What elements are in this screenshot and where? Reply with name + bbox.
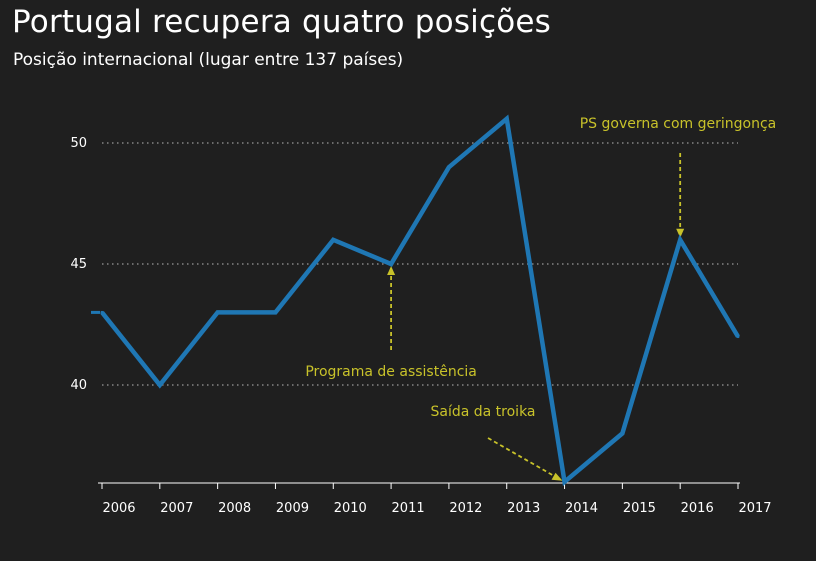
y-tick-label: 40 xyxy=(70,378,87,393)
annotation-label: PS governa com geringonça xyxy=(580,116,777,132)
x-tick-label: 2014 xyxy=(565,501,598,516)
data-point xyxy=(563,480,567,484)
x-tick-label: 2008 xyxy=(218,501,251,516)
grid-lines xyxy=(102,142,738,386)
data-point xyxy=(273,310,277,314)
chart-title: Portugal recupera quatro posições xyxy=(12,4,552,40)
x-axis: 2006 2007 2008 2009 2010 2011 2012 2013 2014 2015… xyxy=(98,482,772,516)
annotation-arrow-line xyxy=(487,437,556,478)
y-tick-label: 45 xyxy=(70,257,87,272)
annotation-arrowhead xyxy=(551,472,563,481)
data-point xyxy=(389,262,393,266)
data-point xyxy=(158,383,162,387)
data-point xyxy=(216,310,220,314)
x-tick-label: 2010 xyxy=(334,501,367,516)
annotation-arrowhead xyxy=(676,228,685,238)
x-tick-label: 2009 xyxy=(276,501,309,516)
annotation-label: Programa de assistência xyxy=(305,364,477,380)
y-axis: 40 45 50 xyxy=(70,136,87,393)
data-point xyxy=(505,117,509,121)
x-tick-label: 2017 xyxy=(738,501,771,516)
y-tick-label: 50 xyxy=(70,136,87,151)
x-tick-label: 2013 xyxy=(507,501,540,516)
series-line xyxy=(100,114,740,487)
data-point xyxy=(447,165,451,169)
chart-subtitle: Posição internacional (lugar entre 137 p… xyxy=(13,50,404,70)
data-point xyxy=(736,335,740,339)
data-point xyxy=(678,238,682,242)
data-point xyxy=(100,310,104,314)
annotation-label: Saída da troika xyxy=(430,404,535,420)
x-tick-label: 2006 xyxy=(102,501,135,516)
x-tick-label: 2015 xyxy=(623,501,656,516)
x-tick-label: 2012 xyxy=(449,501,482,516)
x-tick-label: 2016 xyxy=(681,501,714,516)
x-tick-label: 2011 xyxy=(392,501,425,516)
series-layer xyxy=(91,114,740,487)
x-tick-label: 2007 xyxy=(160,501,193,516)
annotation-arrowhead xyxy=(387,266,396,275)
annotations: Programa de assistência Saída da troika PS… xyxy=(305,116,776,481)
data-point xyxy=(620,431,624,435)
data-point xyxy=(331,238,335,242)
